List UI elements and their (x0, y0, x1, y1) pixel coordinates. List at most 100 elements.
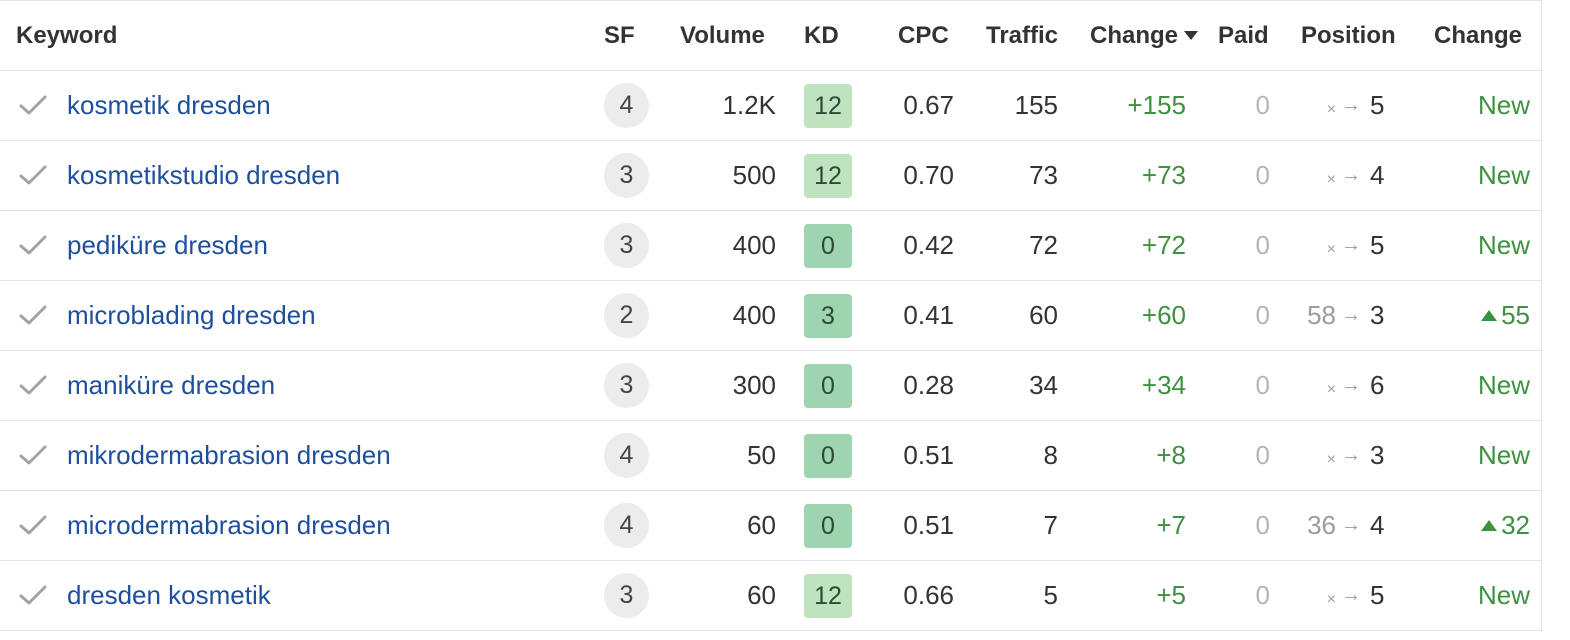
check-icon[interactable] (18, 443, 48, 467)
table-row: kosmetikstudio dresden 3 500 12 0.70 73 +73 0 × →… (0, 141, 1542, 211)
volume-value: 1.2K (722, 90, 777, 120)
header-sf[interactable]: SF (604, 22, 635, 49)
position-change: New (1420, 351, 1530, 420)
volume-value: 400 (732, 230, 776, 260)
table-body: kosmetik dresden 4 1.2K 12 0.67 155 +155 0 × → 5 Ne… (0, 71, 1542, 631)
serp-features-badge[interactable]: 4 (604, 433, 649, 478)
table-header: Keyword SF Volume KD CPC Traffic Change … (0, 0, 1542, 71)
check-icon[interactable] (18, 93, 48, 117)
position-change: New (1420, 421, 1530, 490)
position-from: × (1290, 421, 1336, 490)
keyword-link[interactable]: microdermabrasion dresden (67, 510, 391, 540)
cpc-value: 0.67 (903, 90, 954, 120)
traffic-value: 73 (1029, 160, 1058, 190)
position-from: 58 (1290, 281, 1336, 350)
cpc-value: 0.42 (903, 230, 954, 260)
kd-badge: 0 (804, 434, 852, 478)
serp-features-badge[interactable]: 3 (604, 573, 649, 618)
check-icon[interactable] (18, 233, 48, 257)
position-change-value: 32 (1501, 510, 1530, 540)
keyword-link[interactable]: microblading dresden (67, 300, 316, 330)
header-kd[interactable]: KD (804, 22, 839, 49)
cpc-value: 0.28 (903, 370, 954, 400)
position-change-value: New (1477, 440, 1530, 470)
cpc-value: 0.70 (903, 160, 954, 190)
position-change: New (1420, 141, 1530, 210)
kd-badge: 12 (804, 154, 852, 198)
arrow-right-icon: → (1341, 304, 1361, 326)
traffic-value: 34 (1029, 370, 1058, 400)
traffic-change-value: +73 (1141, 160, 1186, 190)
check-icon[interactable] (18, 303, 48, 327)
header-change[interactable]: Change (1090, 20, 1199, 52)
traffic-value: 155 (1014, 90, 1058, 120)
traffic-value: 5 (1043, 580, 1058, 610)
arrow-right-icon: → (1341, 514, 1361, 536)
keyword-link[interactable]: dresden kosmetik (67, 580, 271, 610)
serp-features-badge[interactable]: 2 (604, 293, 649, 338)
position-from-value: × (1326, 451, 1336, 468)
position-to: 5 (1370, 90, 1385, 120)
keyword-link[interactable]: pediküre dresden (67, 230, 268, 260)
traffic-change-value: +8 (1156, 440, 1186, 470)
traffic-change-value: +34 (1141, 370, 1186, 400)
header-volume[interactable]: Volume (680, 22, 765, 49)
kd-badge: 12 (804, 84, 852, 128)
keyword-link[interactable]: kosmetik dresden (67, 90, 271, 120)
keyword-link[interactable]: maniküre dresden (67, 370, 276, 400)
paid-value: 0 (1255, 440, 1270, 470)
table-row: microblading dresden 2 400 3 0.41 60 +60 0 58 → 3 5… (0, 281, 1542, 351)
keyword-link[interactable]: mikrodermabrasion dresden (67, 440, 391, 470)
position-from-value: × (1326, 591, 1336, 608)
position-to: 3 (1370, 440, 1385, 470)
serp-features-badge[interactable]: 3 (604, 223, 649, 268)
serp-features-badge[interactable]: 4 (604, 83, 649, 128)
position-to: 3 (1370, 300, 1385, 330)
traffic-change-value: +7 (1156, 510, 1186, 540)
table-top-border (0, 0, 1542, 1)
keyword-link[interactable]: kosmetikstudio dresden (67, 160, 341, 190)
position-from: × (1290, 351, 1336, 420)
sort-desc-icon (1184, 30, 1199, 40)
check-icon[interactable] (18, 513, 48, 537)
header-paid[interactable]: Paid (1218, 22, 1269, 49)
header-cpc[interactable]: CPC (898, 22, 949, 49)
volume-value: 60 (747, 510, 776, 540)
paid-value: 0 (1255, 230, 1270, 260)
kd-badge: 0 (804, 364, 852, 408)
position-from-value: × (1326, 171, 1336, 188)
serp-features-badge[interactable]: 3 (604, 363, 649, 408)
check-icon[interactable] (18, 373, 48, 397)
position-change: 55 (1420, 281, 1530, 350)
check-icon[interactable] (18, 583, 48, 607)
arrow-right-icon: → (1341, 374, 1361, 396)
header-traffic[interactable]: Traffic (986, 22, 1059, 49)
position-to: 4 (1370, 510, 1385, 540)
header-keyword[interactable]: Keyword (16, 22, 118, 49)
check-icon[interactable] (18, 163, 48, 187)
traffic-change-value: +5 (1156, 580, 1186, 610)
arrow-right-icon: → (1341, 94, 1361, 116)
traffic-change-value: +60 (1141, 300, 1186, 330)
serp-features-badge[interactable]: 3 (604, 153, 649, 198)
header-position[interactable]: Position (1301, 22, 1396, 49)
header-position-change[interactable]: Change (1434, 22, 1523, 49)
position-change-value: New (1477, 230, 1530, 260)
position-change: 32 (1420, 491, 1530, 560)
cpc-value: 0.41 (903, 300, 954, 330)
position-from: × (1290, 141, 1336, 210)
position-change-value: 55 (1501, 300, 1530, 330)
kd-badge: 0 (804, 224, 852, 268)
keywords-table: Keyword SF Volume KD CPC Traffic Change … (0, 0, 1542, 632)
volume-value: 500 (732, 160, 776, 190)
position-from: 36 (1290, 491, 1336, 560)
triangle-up-icon (1481, 519, 1498, 531)
serp-features-badge[interactable]: 4 (604, 503, 649, 548)
arrow-right-icon: → (1341, 164, 1361, 186)
table-row: microdermabrasion dresden 4 60 0 0.51 7 +7 0 36 →… (0, 491, 1542, 561)
position-from: × (1290, 561, 1336, 630)
table-row: mikrodermabrasion dresden 4 50 0 0.51 8 +8 0 × → 3… (0, 421, 1542, 491)
table-row: maniküre dresden 3 300 0 0.28 34 +34 0 × → 6 New (0, 351, 1542, 421)
table-row: pediküre dresden 3 400 0 0.42 72 +72 0 × → 5 New (0, 211, 1542, 281)
kd-badge: 0 (804, 504, 852, 548)
